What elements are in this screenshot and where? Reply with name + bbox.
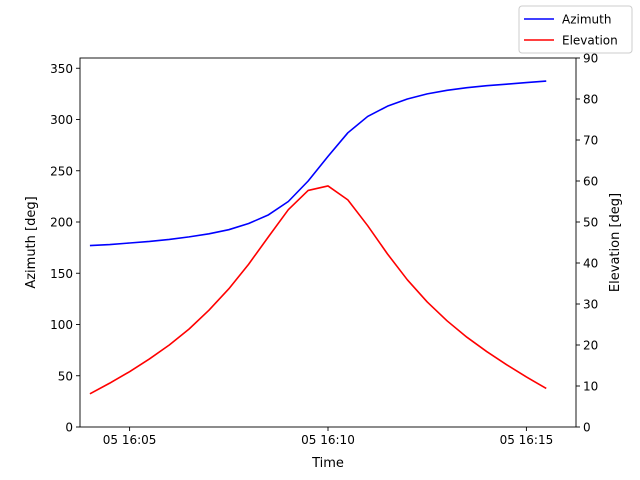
axes-layer: 05 16:05 05 16:10 05 16:150501001502002503… bbox=[50, 52, 598, 448]
y-right-tick-label: 20 bbox=[583, 339, 598, 353]
plot-area bbox=[80, 58, 576, 427]
x-tick-label: 05 16:15 bbox=[500, 433, 554, 447]
y-left-tick-label: 250 bbox=[50, 164, 73, 178]
y-right-tick-label: 0 bbox=[583, 421, 591, 435]
y-left-tick-label: 0 bbox=[65, 421, 73, 435]
y-left-tick-label: 350 bbox=[50, 62, 73, 76]
y-right-tick-label: 80 bbox=[583, 93, 598, 107]
elevation-line bbox=[89, 185, 547, 395]
y-right-tick-label: 60 bbox=[583, 175, 598, 189]
y-right-tick-label: 10 bbox=[583, 380, 598, 394]
y-right-tick-label: 70 bbox=[583, 134, 598, 148]
y-left-tick-label: 50 bbox=[58, 369, 73, 383]
y-left-tick-label: 150 bbox=[50, 267, 73, 281]
legend-label-elevation: Elevation bbox=[562, 34, 618, 48]
y-axis-right-label: Elevation [deg] bbox=[608, 193, 623, 292]
y-left-tick-label: 100 bbox=[50, 318, 73, 332]
y-right-tick-label: 90 bbox=[583, 52, 598, 66]
legend-box bbox=[518, 5, 633, 54]
x-tick-label: 05 16:10 bbox=[301, 433, 355, 447]
series-layer bbox=[89, 80, 547, 395]
azimuth-line bbox=[89, 80, 547, 247]
y-right-tick-label: 40 bbox=[583, 257, 598, 271]
y-right-tick-label: 50 bbox=[583, 216, 598, 230]
y-left-tick-label: 200 bbox=[50, 216, 73, 230]
x-axis-label: Time bbox=[311, 456, 344, 471]
x-tick-label: 05 16:05 bbox=[103, 433, 157, 447]
legend: Azimuth Elevation bbox=[518, 5, 633, 54]
y-axis-left-label: Azimuth [deg] bbox=[24, 196, 39, 288]
legend-label-azimuth: Azimuth bbox=[562, 13, 611, 27]
y-right-tick-label: 30 bbox=[583, 298, 598, 312]
y-left-tick-label: 300 bbox=[50, 113, 73, 127]
